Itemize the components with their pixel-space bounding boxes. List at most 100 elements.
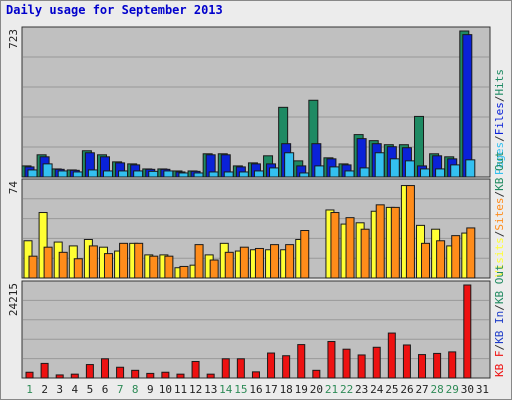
vertical-label-part: / xyxy=(493,231,506,238)
bar-pages-day-3 xyxy=(57,170,68,178)
bar-pages-day-19 xyxy=(299,172,310,178)
bar-kbf-day-10 xyxy=(161,371,170,379)
vertical-label-p2: Visits/Sites/KB Out xyxy=(493,151,506,277)
bar-sites-day-24 xyxy=(375,204,385,279)
day-label-26: 26 xyxy=(400,383,413,396)
day-label-19: 19 xyxy=(295,383,308,396)
bar-sites-day-21 xyxy=(330,212,340,279)
bar-sites-day-11 xyxy=(179,265,189,279)
bar-pages-day-4 xyxy=(72,171,83,178)
bar-kbf-day-9 xyxy=(146,372,155,379)
bar-pages-day-30 xyxy=(465,159,476,178)
day-label-1: 1 xyxy=(26,383,33,396)
panel-2-max-label: 74 xyxy=(7,181,20,195)
bar-kbf-day-17 xyxy=(267,352,276,379)
bar-sites-day-22 xyxy=(345,217,355,279)
panel-1-max-label: 723 xyxy=(7,29,20,49)
bar-sites-day-17 xyxy=(270,244,280,279)
bar-pages-day-2 xyxy=(42,163,53,178)
bar-pages-day-28 xyxy=(435,168,446,178)
bar-sites-day-16 xyxy=(254,247,264,279)
bar-kbf-day-3 xyxy=(55,374,64,379)
bar-pages-day-15 xyxy=(238,171,249,178)
bar-pages-day-7 xyxy=(118,170,129,178)
day-label-31: 31 xyxy=(476,383,489,396)
bar-sites-day-30 xyxy=(466,227,476,279)
bar-kbf-day-4 xyxy=(70,373,79,379)
bar-pages-day-25 xyxy=(389,158,400,178)
day-label-20: 20 xyxy=(310,383,323,396)
bar-kbf-day-29 xyxy=(448,351,457,379)
bar-pages-day-21 xyxy=(329,166,340,178)
bar-sites-day-12 xyxy=(194,244,204,279)
bar-pages-day-14 xyxy=(223,171,234,178)
day-label-22: 22 xyxy=(340,383,353,396)
bar-kbf-day-13 xyxy=(206,373,215,379)
bar-sites-day-14 xyxy=(224,251,234,279)
bar-kbf-day-1 xyxy=(25,371,34,379)
vertical-label-part: Visits xyxy=(493,237,506,277)
day-label-18: 18 xyxy=(280,383,293,396)
bar-pages-day-1 xyxy=(27,169,38,178)
bar-kbf-day-7 xyxy=(116,366,125,379)
vertical-label-part: Hits xyxy=(493,69,506,96)
bar-files-day-30 xyxy=(462,34,473,178)
bar-pages-day-22 xyxy=(344,170,355,178)
day-label-14: 14 xyxy=(219,383,233,396)
bar-sites-day-9 xyxy=(149,255,159,279)
bar-kbf-day-25 xyxy=(387,332,396,379)
day-label-25: 25 xyxy=(385,383,398,396)
bar-sites-day-18 xyxy=(285,244,295,279)
day-label-21: 21 xyxy=(325,383,338,396)
bar-sites-day-26 xyxy=(405,185,415,279)
day-label-7: 7 xyxy=(117,383,124,396)
bar-pages-day-6 xyxy=(102,170,113,178)
bar-kbf-day-12 xyxy=(191,360,200,379)
day-label-8: 8 xyxy=(132,383,139,396)
bar-kbf-day-8 xyxy=(131,369,140,379)
bar-kbf-day-5 xyxy=(85,364,94,379)
vertical-label-part: KB In xyxy=(493,311,506,344)
vertical-label-part: / xyxy=(493,191,506,198)
chart-title: Daily usage for September 2013 xyxy=(6,3,223,17)
day-label-23: 23 xyxy=(355,383,368,396)
bar-sites-day-2 xyxy=(43,246,53,279)
bar-pages-day-23 xyxy=(359,167,370,178)
vertical-label-p1: Pages/Files/Hits xyxy=(493,69,506,175)
day-label-3: 3 xyxy=(56,383,63,396)
vertical-label-p3: KB F/KB In/KB Out xyxy=(493,264,506,377)
bar-kbf-day-14 xyxy=(221,358,230,379)
vertical-label-part: / xyxy=(493,344,506,351)
bar-kbf-day-21 xyxy=(327,341,336,379)
bar-pages-day-5 xyxy=(87,169,98,178)
vertical-label-part: Pages xyxy=(493,142,506,175)
vertical-label-part: / xyxy=(493,96,506,103)
vertical-label-part: / xyxy=(493,135,506,142)
day-label-10: 10 xyxy=(159,383,172,396)
bar-pages-day-26 xyxy=(404,160,415,178)
bar-pages-day-8 xyxy=(133,170,144,178)
bar-pages-day-29 xyxy=(450,164,461,178)
bar-kbf-day-19 xyxy=(297,344,306,379)
bar-kbf-day-18 xyxy=(282,355,291,379)
bar-sites-day-5 xyxy=(88,245,98,279)
day-label-13: 13 xyxy=(204,383,217,396)
bar-sites-day-27 xyxy=(421,242,431,279)
bar-kbf-day-30 xyxy=(463,284,472,379)
day-label-30: 30 xyxy=(461,383,474,396)
bar-sites-day-23 xyxy=(360,228,370,279)
day-label-27: 27 xyxy=(415,383,428,396)
day-label-16: 16 xyxy=(249,383,262,396)
vertical-label-part: / xyxy=(493,304,506,311)
bar-pages-day-20 xyxy=(314,165,325,178)
day-label-15: 15 xyxy=(234,383,247,396)
bar-sites-day-8 xyxy=(134,242,144,279)
bar-pages-day-16 xyxy=(253,170,264,178)
bar-kbf-day-16 xyxy=(251,371,260,379)
vertical-label-part: KB Out xyxy=(493,264,506,304)
bar-kbf-day-6 xyxy=(100,358,109,379)
bar-sites-day-4 xyxy=(73,258,83,279)
bar-kbf-day-22 xyxy=(342,348,351,379)
panel-3-background xyxy=(21,280,491,379)
